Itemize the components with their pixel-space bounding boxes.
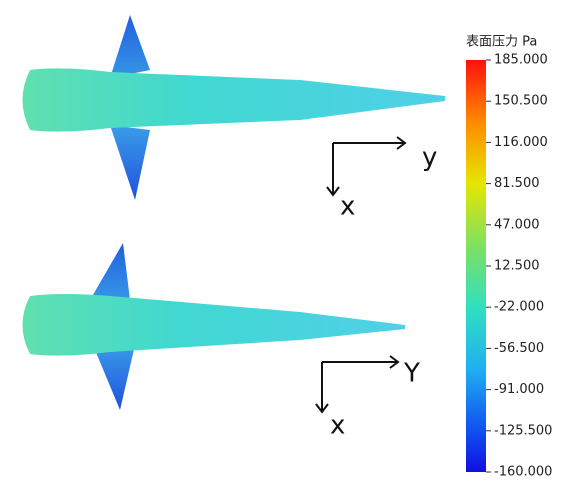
tick-label: -56.500 <box>494 341 544 356</box>
tick-label: -22.000 <box>494 300 544 315</box>
figure: y x Y x 表面压力 Pa 185.000 150.500 116.000 81.… <box>0 0 563 496</box>
colorbar <box>466 60 486 472</box>
tick-label: 150.500 <box>494 94 548 109</box>
axis-label: Y <box>403 359 420 389</box>
fish-bottom <box>23 243 406 410</box>
tick-label: -125.500 <box>494 423 552 438</box>
axis-label: x <box>340 192 355 222</box>
axis-label: y <box>422 143 437 173</box>
tick-label: 12.500 <box>494 259 540 274</box>
tick-label: -91.000 <box>494 382 544 397</box>
axes-top <box>327 137 405 195</box>
tick-label: 185.000 <box>494 53 548 68</box>
tick-label: -160.000 <box>494 465 552 480</box>
tick-label: 47.000 <box>494 217 540 232</box>
tick-label: 116.000 <box>494 135 548 150</box>
colorbar-title: 表面压力 Pa <box>466 35 537 50</box>
axis-label: x <box>330 411 345 441</box>
fish-top <box>23 15 446 200</box>
tick-label: 81.500 <box>494 176 540 191</box>
axes-bottom <box>316 356 398 412</box>
